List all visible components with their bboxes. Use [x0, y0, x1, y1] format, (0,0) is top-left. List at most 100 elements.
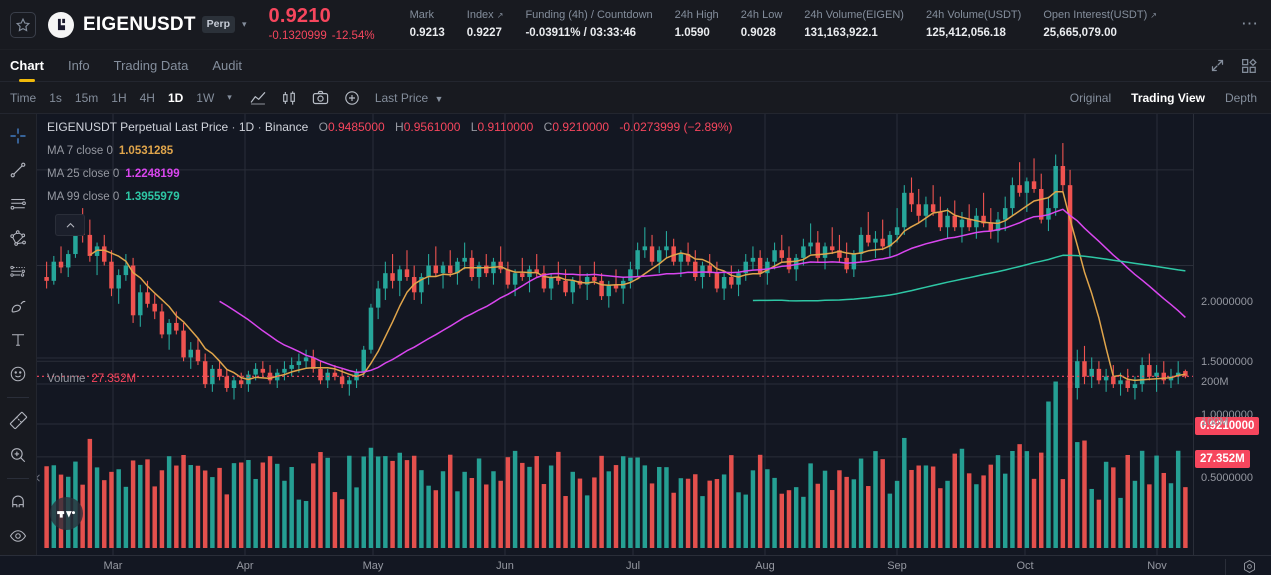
stat-value: 0.9028 [740, 27, 776, 40]
price-tick-2: 2.0000000 [1201, 296, 1253, 308]
pair-name[interactable]: EIGENUSDT [83, 13, 196, 35]
pane-collapse-arrow-icon[interactable] [37, 472, 43, 484]
stat-value: 1.0590 [674, 27, 710, 40]
stat-label: 24h Low [740, 8, 783, 21]
interval-more-caret-icon[interactable]: ▾ [227, 92, 232, 102]
chart-toolbar: Time 1s 15m 1H 4H 1D 1W ▾ Last Price ▼ O… [0, 82, 1271, 114]
time-axis[interactable]: Mar Apr May Jun Jul Aug Sep Oct Nov [0, 555, 1271, 575]
last-price-block: 0.9210 -0.1320999 -12.54% [269, 5, 380, 43]
interval-4h[interactable]: 4H [139, 90, 155, 105]
tab-trading-data[interactable]: Trading Data [113, 58, 189, 73]
tradingview-logo[interactable] [50, 497, 83, 530]
emoji-icon[interactable] [4, 359, 32, 388]
tab-info[interactable]: Info [67, 58, 90, 73]
price-axis[interactable]: 2.0000000 1.5000000 1.0000000 0.9210000 … [1193, 114, 1271, 555]
tradingview-glyph-icon [57, 511, 76, 518]
stat-label: 24h Volume(EIGEN) [804, 8, 904, 21]
time-tick-mar: Mar [103, 560, 123, 572]
interval-15m[interactable]: 15m [74, 90, 99, 105]
fib-retracement-icon[interactable] [4, 258, 32, 287]
stat-label: Index ↗ [466, 8, 504, 21]
stat-label: Funding (4h) / Countdown [525, 8, 653, 21]
chart-region: EIGENUSDT Perpetual Last Price · 1D · Bi… [0, 114, 1271, 555]
time-tick-jul: Jul [625, 560, 641, 572]
favorite-star-button[interactable] [10, 11, 36, 38]
time-tick-apr: Apr [236, 560, 254, 572]
text-tool-icon[interactable] [4, 326, 32, 355]
interval-1d[interactable]: 1D [167, 90, 184, 105]
stat-value: 0.9213 [409, 27, 445, 40]
stat-label: 24h Volume(USDT) [925, 8, 1022, 21]
tools-divider-2 [7, 478, 29, 480]
price-source-selector[interactable]: Last Price ▼ [375, 91, 444, 105]
line-chart-icon[interactable] [250, 90, 266, 106]
pair-dropdown-caret-icon[interactable]: ▾ [242, 19, 247, 29]
tab-audit[interactable]: Audit [212, 58, 242, 73]
last-price-change: -0.1320999 -12.54% [269, 30, 380, 43]
layout-grid-icon[interactable] [1241, 58, 1257, 74]
stat-label: 24h High [674, 8, 719, 21]
stat-24h-high: 24h High 1.0590 [675, 8, 719, 41]
tab-chart[interactable]: Chart [10, 50, 44, 82]
eigen-logo [48, 11, 74, 38]
stat-label: Mark [409, 8, 435, 21]
time-axis-divider [1225, 559, 1226, 575]
candlestick-icon[interactable] [281, 90, 297, 106]
section-tabs: Chart Info Trading Data Audit [0, 50, 1271, 82]
trend-line-icon[interactable] [4, 156, 32, 185]
price-tick-1-5: 1.5000000 [1201, 356, 1253, 368]
time-tick-aug: Aug [755, 560, 775, 572]
current-volume-badge: 27.352M [1195, 450, 1250, 468]
candlestick-chart-svg [37, 114, 1193, 555]
volume-tick-100m: 100M [1201, 416, 1229, 428]
stat-open-interest[interactable]: Open Interest(USDT) ↗ 25,665,079.00 [1043, 8, 1157, 41]
last-price-value: 0.9210 [268, 5, 331, 28]
price-source-label: Last Price [374, 90, 429, 105]
view-mode-original[interactable]: Original [1069, 90, 1112, 105]
funding-rate: -0.03911% [525, 27, 581, 40]
view-mode-switch: Original Trading View Depth [1070, 91, 1257, 105]
brush-icon[interactable] [4, 292, 32, 321]
eye-hide-icon[interactable] [4, 521, 32, 550]
view-mode-trading-view[interactable]: Trading View [1131, 90, 1205, 105]
stat-index[interactable]: Index ↗ 0.9227 [467, 8, 504, 41]
interval-1h[interactable]: 1H [111, 90, 127, 105]
external-link-icon: ↗ [496, 10, 504, 20]
zoom-in-icon[interactable] [4, 440, 32, 469]
horizontal-lines-icon[interactable] [4, 190, 32, 219]
time-tick-oct: Oct [1016, 560, 1034, 572]
stat-value: 0.9227 [466, 27, 502, 40]
chart-settings-icon[interactable] [1242, 559, 1257, 574]
measure-ruler-icon[interactable] [4, 406, 32, 435]
view-mode-depth[interactable]: Depth [1224, 90, 1257, 105]
eigen-glyph-icon [57, 18, 65, 31]
magnet-icon[interactable] [4, 487, 32, 516]
volume-tick-200m: 200M [1201, 376, 1229, 388]
price-tick-0-5: 0.5000000 [1201, 472, 1253, 484]
stat-value: -0.03911% / 03:33:46 [525, 26, 652, 41]
legend-collapse-button[interactable] [55, 214, 85, 236]
toolbar-time-label[interactable]: Time [10, 90, 37, 105]
stat-funding-countdown: Funding (4h) / Countdown -0.03911% / 03:… [525, 8, 652, 41]
drawing-tools-sidebar [0, 114, 37, 555]
stat-24h-volume-quote: 24h Volume(USDT) 125,412,056.18 [926, 8, 1021, 41]
price-source-caret-icon: ▼ [434, 93, 444, 104]
price-chart-canvas[interactable]: EIGENUSDT Perpetual Last Price · 1D · Bi… [37, 114, 1193, 555]
market-header: EIGENUSDT Perp ▾ 0.9210 -0.1320999 -12.54… [0, 0, 1271, 50]
stat-value: 131,163,922.1 [804, 27, 878, 40]
external-link-icon: ↗ [1150, 10, 1157, 20]
indicator-add-icon[interactable] [344, 90, 360, 106]
change-absolute: -0.1320999 [268, 30, 327, 43]
expand-diagonal-icon[interactable] [1210, 58, 1225, 73]
camera-icon[interactable] [312, 89, 329, 106]
interval-1s[interactable]: 1s [49, 90, 62, 105]
contract-type-badge: Perp [201, 16, 235, 33]
pitchfork-icon[interactable] [4, 224, 32, 253]
chevron-up-icon [66, 222, 74, 227]
stat-value: 25,665,079.00 [1043, 27, 1117, 40]
more-options-button[interactable]: ⋯ [1241, 14, 1259, 33]
crosshair-icon[interactable] [4, 122, 32, 151]
tools-divider [7, 397, 29, 399]
interval-1w[interactable]: 1W [196, 90, 215, 105]
time-tick-jun: Jun [496, 560, 514, 572]
